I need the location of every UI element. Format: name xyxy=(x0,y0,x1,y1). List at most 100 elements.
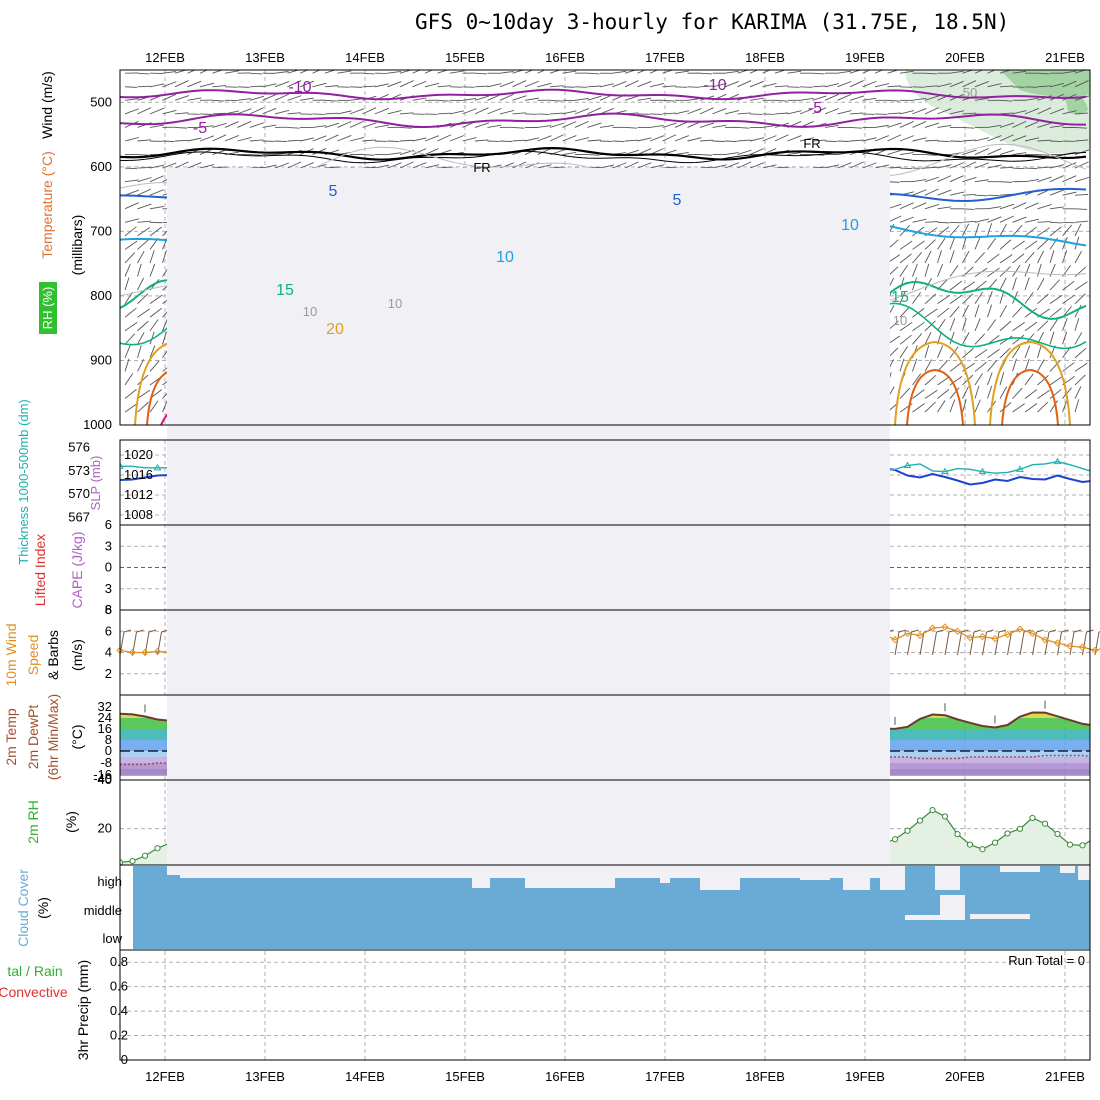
lifted-tick: 6 xyxy=(105,602,112,617)
wind-barb xyxy=(837,80,852,88)
wind-barb xyxy=(1024,389,1038,399)
wind-barb xyxy=(637,162,652,169)
wind-barb xyxy=(124,373,134,386)
wind-barb xyxy=(1037,227,1051,237)
wind-barb xyxy=(987,291,993,304)
wind-barb xyxy=(762,164,777,169)
wind-barb xyxy=(1012,86,1025,88)
wind-barb xyxy=(274,71,289,74)
wind-barb xyxy=(774,134,789,142)
wind-barb xyxy=(1062,280,1075,291)
wind-barb xyxy=(887,70,900,74)
wind-barb xyxy=(449,110,465,115)
wind-barb xyxy=(912,389,925,399)
wind-barb xyxy=(162,331,167,345)
wind-barb xyxy=(512,126,525,129)
wind-barb xyxy=(312,82,327,88)
wind-barb xyxy=(1037,345,1042,359)
wind-barb xyxy=(499,81,515,88)
wind-label: Wind (m/s) xyxy=(39,71,55,139)
wind-barb xyxy=(999,166,1014,169)
wind-barb xyxy=(1074,95,1090,101)
wind-barb xyxy=(274,93,289,101)
wind-barb xyxy=(1049,279,1061,291)
cloud-unit-label: (%) xyxy=(35,897,51,919)
wind-barb xyxy=(924,122,940,128)
wind-barb xyxy=(974,280,987,291)
wind-barb xyxy=(999,239,1012,250)
wind-barb xyxy=(899,264,909,277)
wind-barb xyxy=(249,154,262,156)
wind-barb xyxy=(699,85,714,88)
wind10m-point xyxy=(1041,636,1049,644)
wind-barb xyxy=(249,139,264,142)
wind-barb xyxy=(987,148,1002,155)
wind-barb xyxy=(587,95,602,101)
thickness-tick: 576 xyxy=(68,440,90,455)
wind-barb xyxy=(924,308,938,318)
wind-barb xyxy=(137,389,151,399)
rh-point xyxy=(141,852,149,859)
wind-barb xyxy=(462,86,475,88)
wind-barb xyxy=(949,362,963,372)
contour-label: -10 xyxy=(288,79,311,96)
wind-barb xyxy=(724,70,739,74)
wind-barb xyxy=(749,148,764,155)
wind-barb xyxy=(512,95,527,101)
wind-barb xyxy=(1062,191,1077,196)
wind10m-barb-flag xyxy=(936,629,944,633)
wind-barb xyxy=(174,80,189,88)
wind-barb xyxy=(737,139,751,142)
rh-point xyxy=(1004,830,1011,837)
wind-barb xyxy=(549,134,564,142)
wind-barb xyxy=(324,85,339,88)
contour-25 xyxy=(906,368,964,425)
wind-barb xyxy=(849,139,864,142)
cloud-label: Cloud Cover xyxy=(15,869,31,947)
wind10m-barb xyxy=(1019,631,1025,656)
wind-barb xyxy=(262,107,277,115)
wind-barb xyxy=(687,108,702,115)
wind-barb xyxy=(124,333,136,345)
wind10m-barb-flag xyxy=(961,629,969,633)
wind10m-barb-flag xyxy=(1048,629,1057,633)
wind-barb xyxy=(1074,70,1087,74)
wind-barb xyxy=(912,292,922,304)
date-label-bottom: 17FEB xyxy=(645,1069,685,1084)
wind-barb xyxy=(987,206,1002,210)
date-label-bottom: 14FEB xyxy=(345,1069,385,1084)
wind-barb xyxy=(524,137,540,142)
wind-barb xyxy=(824,108,839,115)
wind-barb xyxy=(712,108,727,115)
wind-barb xyxy=(1012,216,1027,223)
wind-barb xyxy=(1049,388,1062,399)
wind-barb xyxy=(587,85,601,88)
wind-barb xyxy=(1074,223,1082,237)
wind-barb xyxy=(924,203,940,210)
wind-barb xyxy=(1062,80,1077,88)
wind-barb xyxy=(924,154,937,156)
wind-barb xyxy=(912,121,927,128)
wind-barb xyxy=(124,252,136,264)
wind-barb xyxy=(1037,72,1050,75)
wind-barb xyxy=(399,161,414,169)
wind-barb xyxy=(987,319,997,332)
wind-barb xyxy=(137,85,151,88)
wind-barb xyxy=(124,136,140,142)
wind-barb xyxy=(137,220,151,223)
rh-legend-box xyxy=(39,282,57,334)
wind-barb xyxy=(1074,399,1080,413)
wind-barb xyxy=(612,81,627,88)
precip-label: 3hr Precip (mm) xyxy=(75,960,91,1060)
cloud-clear xyxy=(905,915,940,920)
wind-barb xyxy=(1074,293,1086,304)
wind-barb xyxy=(287,70,300,74)
wind10m-point xyxy=(891,636,899,644)
wind-barb xyxy=(912,373,922,386)
wind-barb xyxy=(1024,218,1040,223)
date-label-top: 18FEB xyxy=(745,50,785,65)
wind-barb xyxy=(262,83,277,88)
rh-shade xyxy=(1065,94,1088,115)
wind-barb xyxy=(962,223,970,237)
